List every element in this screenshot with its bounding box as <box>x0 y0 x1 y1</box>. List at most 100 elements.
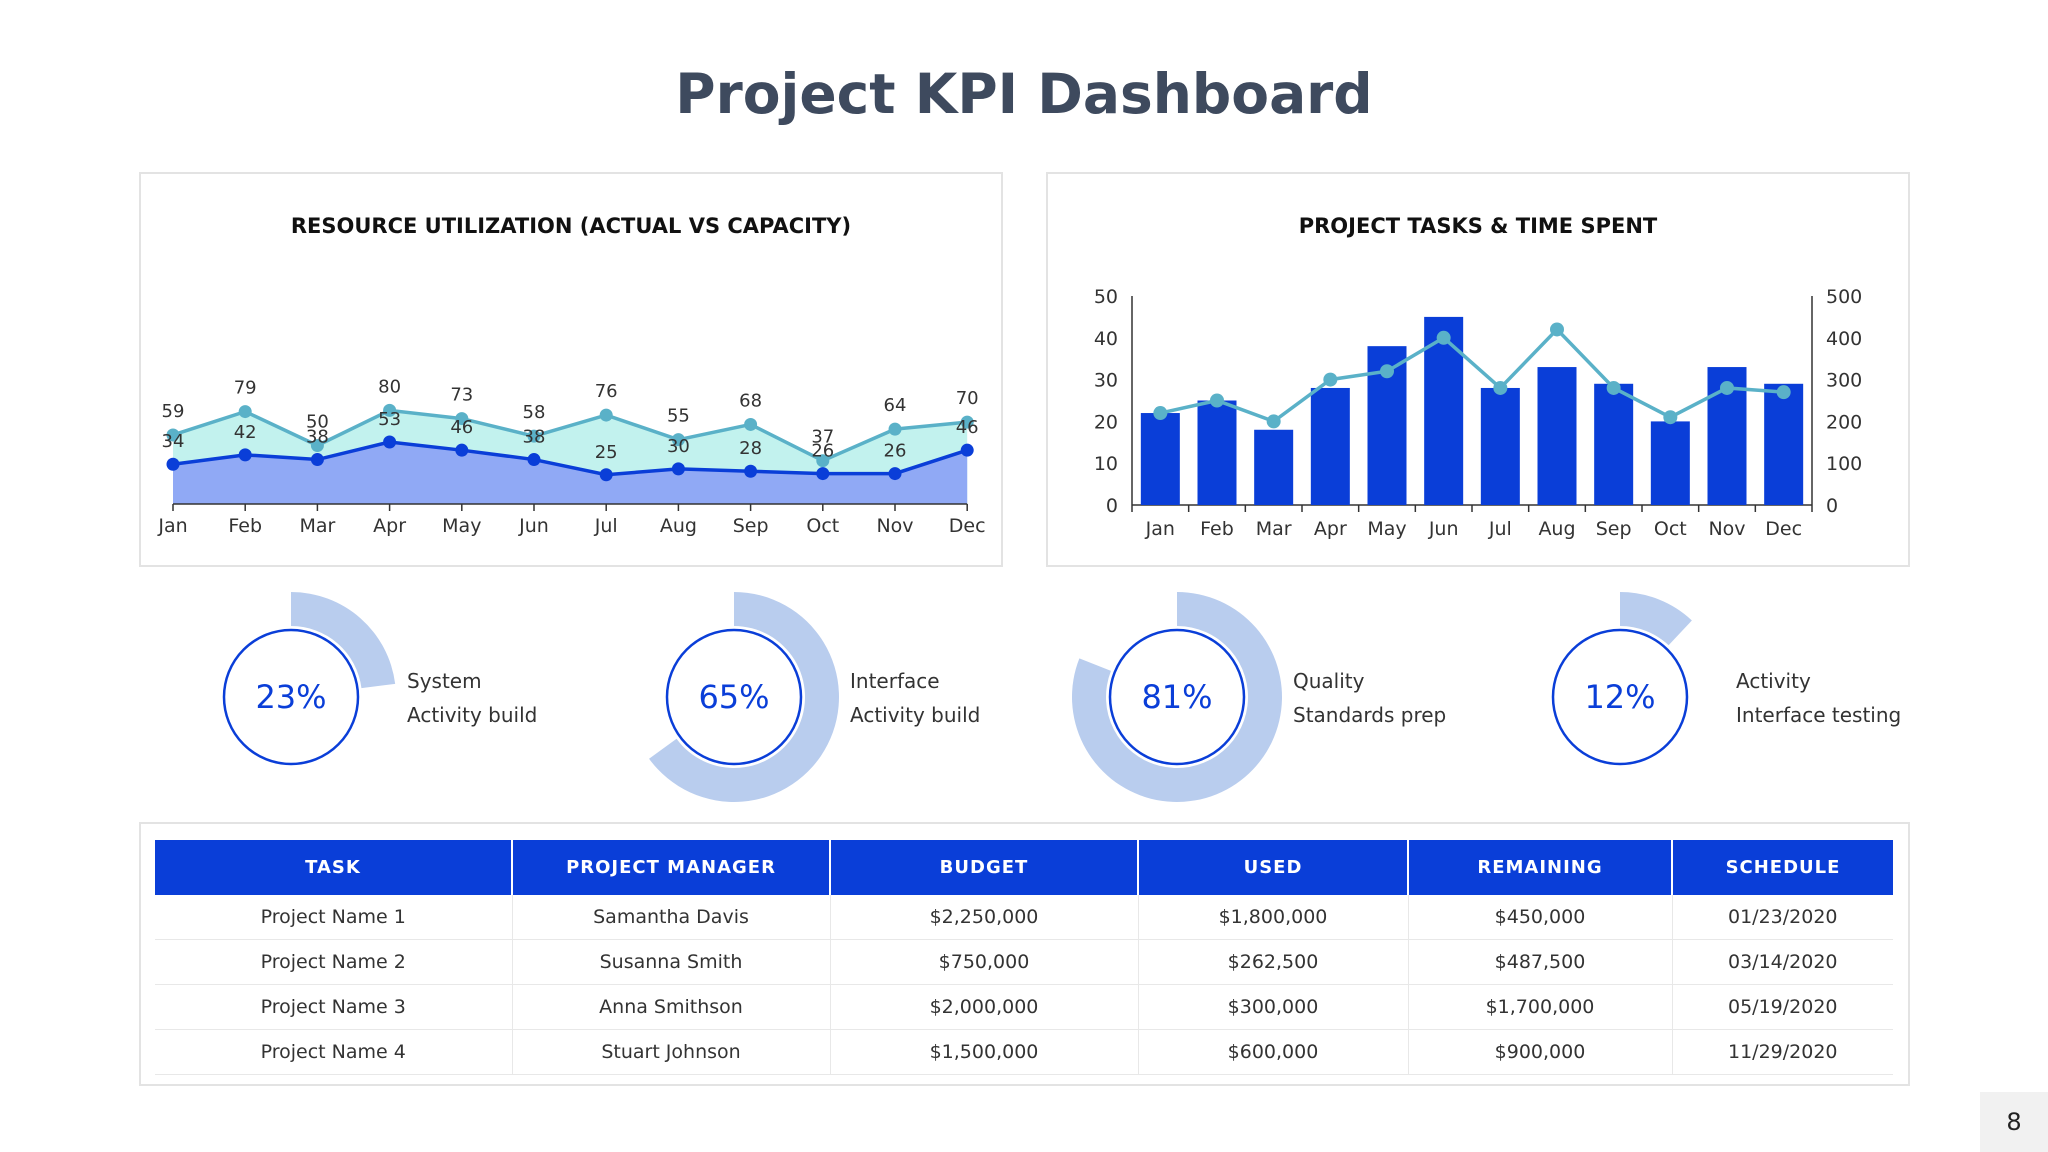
cell-task: Project Name 3 <box>155 984 513 1030</box>
left-tick-label: 50 <box>1094 286 1118 308</box>
time-spent-point <box>1210 393 1224 408</box>
x-tick-label: Apr <box>373 515 406 537</box>
cell-budget: $750,000 <box>830 939 1139 985</box>
project-table-panel: TASK PROJECT MANAGER BUDGET USED REMAINI… <box>139 822 1910 1086</box>
kpi-inner-circle <box>665 628 803 766</box>
capacity-data-label: 58 <box>523 402 546 423</box>
capacity-point <box>599 408 613 422</box>
x-tick-label: Jul <box>1488 518 1512 540</box>
time-spent-point <box>1663 410 1678 425</box>
capacity-point <box>671 433 685 447</box>
header-remaining: REMAINING <box>1408 840 1673 895</box>
kpi-description-line2: Standards prep <box>1293 703 1447 727</box>
capacity-data-label: 73 <box>450 385 473 406</box>
kpi-description: Activity Interface testing <box>1736 664 1901 732</box>
header-used: USED <box>1138 840 1409 895</box>
kpi-description-line2: Interface testing <box>1736 703 1902 727</box>
bar <box>1650 421 1690 505</box>
kpi-progress-arc <box>291 592 396 689</box>
bar <box>1310 387 1350 505</box>
x-tick-label: Mar <box>299 515 335 537</box>
header-project-manager: PROJECT MANAGER <box>512 840 831 895</box>
capacity-point <box>527 429 541 443</box>
time-spent-point <box>1550 322 1564 337</box>
capacity-line <box>172 408 968 463</box>
table-row: Project Name 4 Stuart Johnson $1,500,000… <box>155 1029 1893 1075</box>
bar <box>1764 383 1804 505</box>
table-row: Project Name 2 Susanna Smith $750,000 $2… <box>155 939 1893 985</box>
actual-data-label: 25 <box>595 442 618 463</box>
left-tick-label: 20 <box>1094 411 1118 433</box>
actual-data-label: 28 <box>739 438 762 459</box>
cell-manager: Anna Smithson <box>512 984 831 1030</box>
project-table: TASK PROJECT MANAGER BUDGET USED REMAINI… <box>155 840 1893 1075</box>
capacity-data-label: 79 <box>234 378 257 399</box>
resource-utilization-title: RESOURCE UTILIZATION (ACTUAL VS CAPACITY… <box>290 214 852 238</box>
kpi-percent-label: 65% <box>698 678 769 716</box>
actual-point <box>383 435 397 449</box>
x-tick-label: Sep <box>1596 518 1632 540</box>
cell-task: Project Name 2 <box>155 939 513 985</box>
header-schedule: SCHEDULE <box>1672 840 1893 895</box>
actual-point <box>960 443 974 457</box>
right-tick-label: 0 <box>1826 495 1838 517</box>
capacity-data-label: 59 <box>162 401 185 422</box>
actual-data-label: 46 <box>956 417 979 438</box>
kpi-percent-label: 23% <box>255 678 326 716</box>
capacity-point <box>816 454 830 468</box>
x-tick-label: Dec <box>1765 518 1802 540</box>
cell-remaining: $487,500 <box>1408 939 1673 985</box>
cell-schedule: 03/14/2020 <box>1672 939 1893 985</box>
x-tick-label: Sep <box>733 515 769 537</box>
capacity-point <box>310 439 324 452</box>
x-tick-label: Jan <box>157 515 187 537</box>
actual-data-label: 53 <box>378 409 401 430</box>
kpi-description: Quality Standards prep <box>1293 664 1446 732</box>
kpi-progress-arc <box>1620 592 1692 646</box>
capacity-data-label: 37 <box>811 427 834 448</box>
bar <box>1594 383 1634 505</box>
capacity-point <box>166 428 180 442</box>
cell-budget: $2,000,000 <box>830 984 1139 1030</box>
capacity-data-label: 80 <box>378 376 401 397</box>
cell-used: $600,000 <box>1138 1029 1409 1075</box>
right-tick-label: 200 <box>1826 411 1862 433</box>
actual-point <box>310 453 324 467</box>
right-tick-label: 300 <box>1826 370 1862 392</box>
time-spent-point <box>1720 380 1734 395</box>
right-tick-label: 500 <box>1826 286 1862 308</box>
x-tick-label: Oct <box>806 515 839 537</box>
x-tick-label: Jul <box>594 515 618 537</box>
page-number: 8 <box>1980 1092 2048 1152</box>
cell-schedule: 05/19/2020 <box>1672 984 1893 1030</box>
x-tick-label: Dec <box>949 515 986 537</box>
bar <box>1140 413 1180 505</box>
x-tick-label: Feb <box>1200 518 1234 540</box>
left-tick-label: 30 <box>1094 370 1118 392</box>
cell-remaining: $450,000 <box>1408 895 1673 940</box>
kpi-ring: 23% <box>222 592 396 766</box>
left-tick-label: 40 <box>1094 328 1118 350</box>
kpi-inner-circle <box>222 628 360 766</box>
cell-manager: Susanna Smith <box>512 939 831 985</box>
kpi-inner-circle <box>1108 628 1246 766</box>
table-row: Project Name 1 Samantha Davis $2,250,000… <box>155 895 1893 940</box>
time-spent-point <box>1380 364 1394 379</box>
capacity-point <box>744 417 758 431</box>
capacity-data-label: 68 <box>739 390 762 411</box>
right-tick-label: 400 <box>1826 328 1862 350</box>
time-spent-point <box>1436 330 1451 345</box>
actual-data-label: 30 <box>667 436 690 457</box>
kpi-description-line1: Quality <box>1293 669 1365 693</box>
actual-point <box>744 464 758 478</box>
cell-schedule: 01/23/2020 <box>1672 895 1893 940</box>
kpi-ring: 81% <box>1072 592 1282 802</box>
actual-point <box>671 462 685 476</box>
actual-data-label: 34 <box>162 431 185 452</box>
time-spent-point <box>1153 406 1168 421</box>
header-task: TASK <box>155 840 513 895</box>
kpi-ring: 65% <box>649 592 839 802</box>
kpi-description: Interface Activity build <box>850 664 980 732</box>
x-tick-label: May <box>1367 518 1406 540</box>
